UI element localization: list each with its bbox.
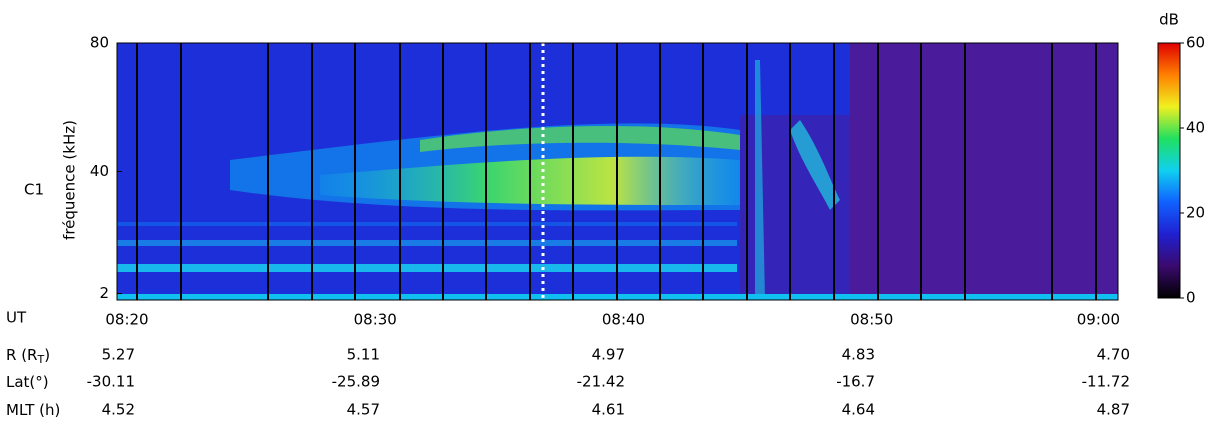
row-value: 5.27 — [102, 346, 135, 364]
row-value: 4.52 — [102, 401, 135, 419]
x-tick-label: 08:40 — [602, 311, 645, 329]
row-label-text: R (R — [6, 346, 37, 364]
row-value: -16.7 — [836, 373, 875, 391]
row-label: MLT (h) — [6, 401, 60, 419]
row-label: Lat(°) — [6, 373, 49, 391]
x-tick-label: 08:30 — [354, 311, 397, 329]
row-value: 4.61 — [592, 401, 625, 419]
row-label: R (RT) — [6, 346, 50, 367]
x-row-label: UT — [6, 309, 27, 327]
colorbar-tick-label: 20 — [1186, 204, 1205, 222]
row-value: 5.11 — [347, 346, 380, 364]
row-value: -21.42 — [577, 373, 625, 391]
colorbar-tick-label: 0 — [1186, 289, 1196, 307]
colorbar-tick-label: 60 — [1186, 34, 1205, 52]
row-value: 4.97 — [592, 346, 625, 364]
spectrogram-image — [117, 43, 1118, 300]
x-tick-label: 08:50 — [850, 311, 893, 329]
y-tick-label: 80 — [90, 34, 109, 52]
x-tick-label: 08:20 — [105, 311, 148, 329]
y-tick-label: 40 — [90, 162, 109, 180]
row-label-tail: ) — [44, 346, 50, 364]
row-value: -25.89 — [332, 373, 380, 391]
row-label-text: Lat(°) — [6, 373, 49, 391]
row-value: -11.72 — [1082, 373, 1130, 391]
row-value: 4.87 — [1097, 401, 1130, 419]
row-value: 4.70 — [1097, 346, 1130, 364]
y-axis-label: fréquence (kHz) — [61, 120, 79, 240]
y-tick-label: 2 — [99, 284, 109, 302]
row-value: 4.57 — [347, 401, 380, 419]
colorbar — [1157, 42, 1181, 299]
panel-label: C1 — [24, 181, 44, 199]
colorbar-tick-label: 40 — [1186, 119, 1205, 137]
row-value: 4.64 — [842, 401, 875, 419]
colorbar-label: dB — [1159, 11, 1179, 29]
row-value: -30.11 — [87, 373, 135, 391]
row-label-sub: T — [36, 353, 44, 366]
row-label-text: MLT (h) — [6, 401, 60, 419]
row-value: 4.83 — [842, 346, 875, 364]
x-tick-label: 09:00 — [1077, 311, 1120, 329]
